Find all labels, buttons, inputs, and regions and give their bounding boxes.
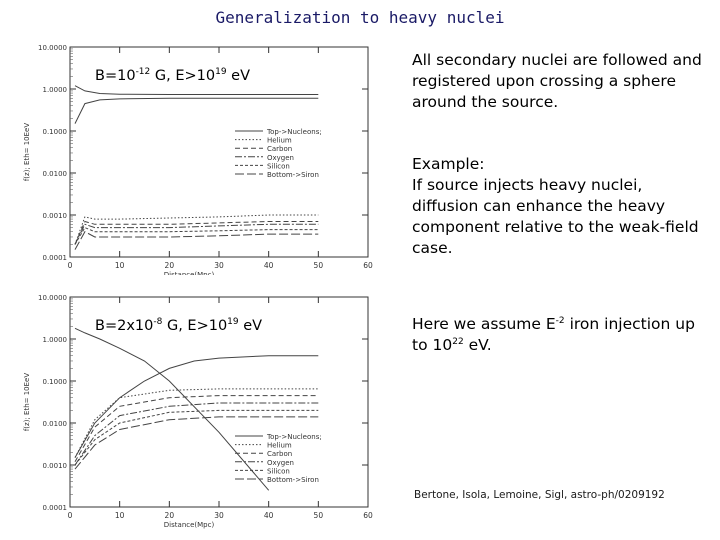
x-tick-label: 0 <box>68 511 73 520</box>
series-line-0 <box>74 85 319 95</box>
legend-label: Bottom->Siron <box>267 171 319 179</box>
x-tick-label: 50 <box>314 261 324 270</box>
annotation-exponent: -12 <box>136 67 151 77</box>
y-axis-label: f(z); Eth= 10EeV <box>23 373 31 432</box>
series-line-5 <box>74 226 319 245</box>
y-axis-label: f(z); Eth= 10EeV <box>23 123 31 182</box>
x-tick-label: 20 <box>165 261 175 270</box>
y-tick-label: 0.0010 <box>43 212 68 220</box>
x-axis-label: Distance(Mpc) <box>164 521 215 529</box>
annotation-text: eV <box>239 318 263 334</box>
legend-label: Top->Nucleons; <box>266 433 322 441</box>
x-tick-label: 40 <box>264 511 274 520</box>
series-line-3 <box>74 220 319 245</box>
x-tick-label: 50 <box>314 511 324 520</box>
x-tick-label: 30 <box>214 261 224 270</box>
legend-label: Silicon <box>267 467 290 475</box>
legend-label: Oxygen <box>267 459 294 467</box>
y-tick-label: 0.0001 <box>43 254 68 262</box>
example-block: Example: If source injects heavy nuclei,… <box>412 154 712 259</box>
annotation-text: G, E>10 <box>162 318 227 334</box>
assumption-exponent-2: 22 <box>452 337 464 347</box>
x-tick-label: 0 <box>68 261 73 270</box>
y-tick-label: 0.1000 <box>43 378 68 386</box>
plot-annotation: B=10-12 G, E>1019 eV <box>95 67 250 84</box>
annotation-exponent: 19 <box>215 67 227 77</box>
legend-label: Silicon <box>267 162 290 170</box>
legend-label: Bottom->Siron <box>267 476 319 484</box>
legend-label: Carbon <box>267 145 292 153</box>
x-tick-label: 40 <box>264 261 274 270</box>
assumption-text: Here we assume E-2 iron injection up to … <box>412 314 712 356</box>
annotation-text: G, E>10 <box>150 68 215 84</box>
slide-title: Generalization to heavy nuclei <box>215 8 505 27</box>
assumption-pre: Here we assume E <box>412 315 556 333</box>
y-tick-label: 10.0000 <box>38 294 67 302</box>
legend-label: Carbon <box>267 450 292 458</box>
series-line-6 <box>74 231 319 250</box>
series-line-6 <box>74 416 319 470</box>
annotation-exponent: 19 <box>227 317 239 327</box>
legend-label: Oxygen <box>267 154 294 162</box>
x-tick-label: 30 <box>214 511 224 520</box>
annotation-exponent: -8 <box>153 317 162 327</box>
example-body: If source injects heavy nuclei, diffusio… <box>412 176 699 257</box>
assumption-exponent: -2 <box>555 316 565 326</box>
annotation-text: B=2x10 <box>95 318 153 334</box>
y-tick-label: 0.0010 <box>43 462 68 470</box>
series-line-0 <box>74 327 270 491</box>
assumption-post: eV. <box>463 336 492 354</box>
legend-label: Helium <box>267 442 292 450</box>
series-line-5 <box>74 409 319 466</box>
annotation-text: B=10 <box>95 68 136 84</box>
x-tick-label: 60 <box>363 511 373 520</box>
y-tick-label: 0.1000 <box>43 128 68 136</box>
series-line-3 <box>74 395 319 462</box>
plot-annotation: B=2x10-8 G, E>1019 eV <box>95 317 262 334</box>
y-tick-label: 0.0001 <box>43 504 68 512</box>
y-tick-label: 1.0000 <box>43 86 68 94</box>
x-tick-label: 10 <box>115 261 125 270</box>
assumption-mid: iron injection up to 10 <box>412 315 695 354</box>
series-line-4 <box>74 402 319 466</box>
series-line-4 <box>74 223 319 245</box>
x-tick-label: 60 <box>363 261 373 270</box>
legend-label: Helium <box>267 137 292 145</box>
plot-top: 10.0000 1.0000 0.1000 0.0100 0.0010 0.0001 0 10… <box>20 35 385 275</box>
y-tick-label: 10.0000 <box>38 44 67 52</box>
y-tick-label: 0.0100 <box>43 420 68 428</box>
y-tick-label: 0.0100 <box>43 170 68 178</box>
series-line-2 <box>74 388 319 458</box>
series-line-1 <box>74 97 319 124</box>
legend-label: Top->Nucleons; <box>266 128 322 136</box>
example-heading: Example: <box>412 155 485 173</box>
x-tick-label: 10 <box>115 511 125 520</box>
x-axis-label: Distance(Mpc) <box>164 271 215 275</box>
paragraph-secondary-nuclei: All secondary nuclei are followed and re… <box>412 51 702 111</box>
x-tick-label: 20 <box>165 511 175 520</box>
series-line-1 <box>74 355 319 458</box>
plot-bottom: 10.0000 1.0000 0.1000 0.0100 0.0010 0.0001 0 10… <box>20 285 385 535</box>
annotation-text: eV <box>227 68 251 84</box>
y-tick-label: 1.0000 <box>43 336 68 344</box>
citation: Bertone, Isola, Lemoine, Sigl, astro-ph/… <box>414 489 665 501</box>
